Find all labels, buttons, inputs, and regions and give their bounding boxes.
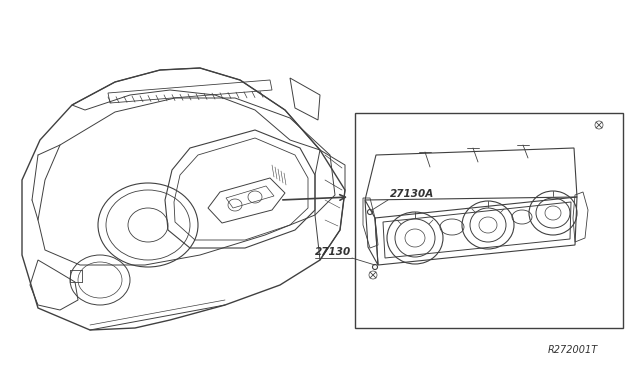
Text: 27130A: 27130A (390, 189, 435, 199)
Bar (355, 113, 623, 328)
Text: 27130: 27130 (315, 247, 351, 257)
Text: R272001T: R272001T (548, 345, 598, 355)
